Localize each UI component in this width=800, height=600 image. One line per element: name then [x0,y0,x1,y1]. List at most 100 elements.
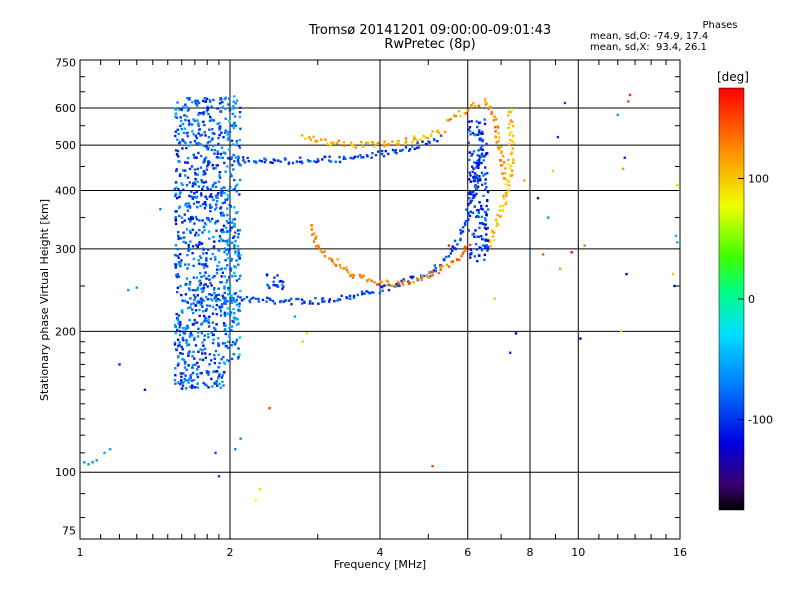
trace-4-point [419,138,423,141]
cluster-0-point [210,293,213,297]
cluster-0-point [215,200,219,203]
trace-3-point [342,155,346,158]
trace-1-point [310,224,313,227]
cluster-3-point [479,137,483,140]
trace-3-point [359,154,362,157]
scatter-point [616,113,619,117]
cluster-0-point [199,142,202,146]
trace-4-point [354,146,358,149]
trace-4-point [332,141,335,144]
trace-2-point [510,174,513,178]
cluster-0-point [188,167,192,171]
cluster-0-point [207,146,210,149]
cluster-3-point [478,129,481,132]
trace-1-point [402,283,405,286]
cluster-0-point [203,171,206,174]
cluster-0-point [188,98,191,101]
cluster-3-point [476,235,479,238]
cluster-0-point [189,306,192,309]
trace-4-point [319,138,323,141]
cluster-1-point [228,197,231,201]
cluster-3-point [469,174,472,177]
cluster-0-point [189,206,192,209]
trace-5-point [496,126,500,129]
cluster-0-point [208,363,211,366]
cluster-0-point [213,382,217,385]
y-tick-label: 100 [55,466,76,479]
cluster-0-point [210,118,213,121]
trace-4-point [405,140,408,143]
cluster-0-point [207,332,210,336]
cluster-0-point [201,352,204,355]
trace-2-point [512,158,515,161]
cluster-3-point [478,154,481,158]
cluster-0-point [207,163,210,166]
cluster-3-point [476,214,479,218]
cluster-1-point [234,231,237,234]
y-tick-label: 750 [55,57,76,70]
trace-0-point [311,302,314,305]
trace-2-point [491,229,494,232]
trace-3-point [315,160,318,164]
cluster-0-point [174,217,177,220]
cluster-0-point [181,384,185,387]
cluster-0-point [215,229,218,232]
scatter-point [676,241,679,244]
cluster-3-point [467,203,470,206]
cluster-0-point [208,119,212,122]
cluster-0-point [174,332,177,335]
cluster-0-point [194,156,197,159]
scatter-point [305,332,308,335]
cluster-0-point [186,267,189,270]
cluster-1-point [235,190,239,193]
cluster-0-point [174,263,177,266]
cluster-2-point [272,280,275,283]
trace-1-point [464,246,468,249]
trace-0-point [434,270,437,273]
cluster-0-point [207,136,211,139]
cluster-0-point [220,267,224,270]
trace-0-point [459,228,462,232]
cluster-3-point [467,229,470,232]
trace-0-point [309,299,312,303]
cluster-0-point [216,193,219,196]
cluster-0-point [187,364,190,367]
trace-3-point [279,160,282,163]
cluster-0-point [216,384,219,387]
cluster-0-point [202,225,206,229]
cluster-1-point [234,102,237,105]
cluster-0-point [212,198,215,202]
trace-0-point [242,297,246,301]
cluster-0-point [177,234,180,237]
cluster-1-point [237,252,241,255]
cluster-1-point [223,329,226,332]
cluster-0-point [218,261,221,264]
cluster-0-point [197,124,200,128]
cluster-0-point [202,181,206,184]
cluster-0-point [180,387,184,390]
cluster-0-point [203,228,206,232]
cluster-1-point [227,244,230,247]
cluster-3-point [471,131,475,135]
cluster-0-point [220,214,223,217]
cluster-3-point [486,152,489,155]
cluster-0-point [221,211,225,215]
cluster-1-point [223,275,226,278]
trace-0-point [410,276,414,280]
trace-5-point [454,115,458,118]
cluster-0-point [189,376,192,379]
cluster-1-point [224,107,227,110]
cluster-0-point [217,366,221,369]
cluster-0-point [221,101,224,104]
trace-3-point [400,149,403,153]
cluster-0-point [196,119,199,122]
cluster-0-point [180,127,183,131]
cluster-1-point [223,201,226,204]
cluster-0-point [174,149,178,152]
cluster-3-point [476,154,479,157]
cluster-0-point [202,111,205,114]
cluster-0-point [200,192,203,195]
trace-1-point [412,281,415,284]
trace-0-point [460,230,463,234]
cluster-0-point [204,264,207,267]
